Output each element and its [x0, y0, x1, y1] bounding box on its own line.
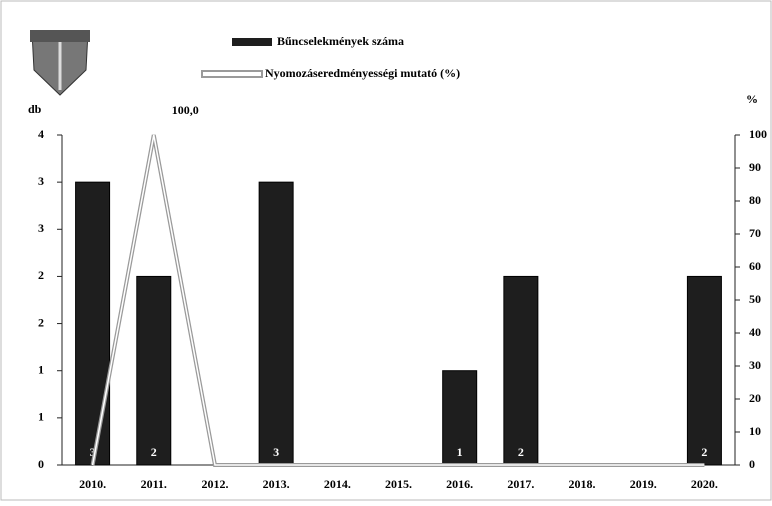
y-tick-label: 0: [38, 457, 44, 471]
y-tick-label: 2: [38, 268, 44, 282]
y-tick-label: 1: [38, 362, 44, 376]
y2-tick-label: 30: [749, 358, 761, 372]
legend-label: Nyomozáseredményességi mutató (%): [265, 66, 460, 80]
y-tick-label: 3: [38, 221, 44, 235]
line-inner: [91, 134, 705, 466]
legend-swatch: [232, 38, 272, 46]
bar: [75, 181, 111, 466]
legend-label: Bűncselekmények száma: [277, 34, 404, 48]
bar-value-label: 2: [518, 445, 524, 459]
y2-tick-label: 0: [749, 457, 755, 471]
y-tick-label: 1: [38, 410, 44, 424]
x-tick-label: 2016.: [446, 477, 473, 491]
bar: [686, 275, 722, 466]
x-tick-label: 2014.: [324, 477, 351, 491]
bar: [442, 370, 478, 466]
bar: [503, 275, 539, 466]
bar-value-label: 3: [273, 445, 279, 459]
y2-tick-label: 50: [749, 292, 761, 306]
legend-swatch: [201, 70, 263, 78]
x-tick-label: 2011.: [141, 477, 167, 491]
x-tick-label: 2012.: [201, 477, 228, 491]
y2-tick-label: 40: [749, 325, 761, 339]
bar-value-label: 3: [90, 445, 96, 459]
bar-value-label: 1: [457, 445, 463, 459]
x-tick-label: 2020.: [691, 477, 718, 491]
y2-tick-label: 70: [749, 226, 761, 240]
line-value-label: 100,0: [172, 103, 199, 117]
y2-tick-label: 90: [749, 160, 761, 174]
y-tick-label: 4: [38, 127, 44, 141]
x-tick-label: 2017.: [507, 477, 534, 491]
y-tick-label: 3: [38, 174, 44, 188]
y2-tick-label: 80: [749, 193, 761, 207]
bar-value-label: 2: [151, 445, 157, 459]
x-tick-label: 2019.: [630, 477, 657, 491]
y-axis-label: db: [28, 102, 42, 116]
bar: [258, 181, 294, 466]
x-tick-label: 2010.: [79, 477, 106, 491]
y-tick-label: 2: [38, 315, 44, 329]
x-tick-label: 2015.: [385, 477, 412, 491]
y2-tick-label: 100: [749, 127, 767, 141]
y2-axis-label: %: [746, 92, 758, 106]
x-tick-label: 2018.: [569, 477, 596, 491]
bar: [136, 275, 172, 466]
x-tick-label: 2013.: [263, 477, 290, 491]
bar-value-label: 2: [701, 445, 707, 459]
y2-tick-label: 60: [749, 259, 761, 273]
y2-tick-label: 20: [749, 391, 761, 405]
y2-tick-label: 10: [749, 424, 761, 438]
logo: [30, 30, 90, 96]
